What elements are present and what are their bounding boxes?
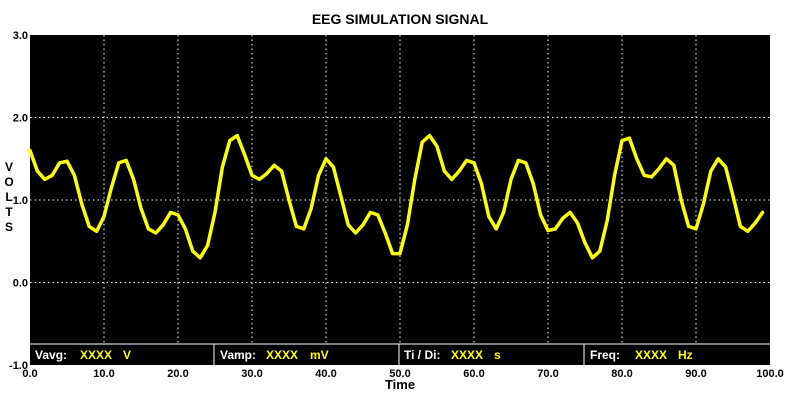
y-axis-label-letter: S	[5, 220, 13, 234]
x-axis-label: Time	[385, 377, 415, 392]
y-tick-label: 0.0	[13, 278, 28, 290]
x-tick-label: 20.0	[167, 368, 188, 380]
x-axis-ticks: 0.0 10.0 20.0 30.0 40.0 50.0 60.0 70.0 80.0 90.0 1…	[22, 368, 783, 380]
x-tick-label: 70.0	[537, 368, 558, 380]
vavg-label: Vavg:	[35, 348, 67, 362]
y-tick-label: -1.0	[9, 360, 28, 372]
freq-label: Freq:	[590, 348, 620, 362]
x-tick-label: 30.0	[241, 368, 262, 380]
freq-unit: Hz	[678, 348, 693, 362]
ti-di-label: Ti / Di:	[404, 348, 440, 362]
status-bar-background	[30, 344, 770, 365]
y-axis-label-letter: L	[5, 190, 12, 204]
x-tick-label: 80.0	[611, 368, 632, 380]
vavg-value: XXXX	[80, 348, 112, 362]
x-tick-label: 40.0	[315, 368, 336, 380]
vamp-unit: mV	[310, 348, 329, 362]
y-tick-label: 3.0	[13, 30, 28, 42]
y-axis-label-letter: V	[5, 160, 13, 174]
y-tick-label: 1.0	[13, 195, 28, 207]
y-axis-label-letter: T	[5, 205, 13, 219]
vamp-value: XXXX	[266, 348, 298, 362]
x-tick-label: 10.0	[93, 368, 114, 380]
y-tick-label: 2.0	[13, 113, 28, 125]
freq-value: XXXX	[635, 348, 667, 362]
ti-di-unit: s	[494, 348, 501, 362]
ti-di-value: XXXX	[451, 348, 483, 362]
y-axis-ticks: -1.0 0.0 1.0 2.0 3.0	[9, 30, 28, 372]
x-tick-label: 100.0	[756, 368, 784, 380]
vamp-label: Vamp:	[220, 348, 256, 362]
signal-series-line	[28, 133, 765, 260]
y-axis-label-letter: O	[4, 175, 13, 189]
x-tick-label: 0.0	[22, 368, 37, 380]
x-tick-label: 50.0	[389, 368, 410, 380]
x-tick-label: 60.0	[463, 368, 484, 380]
grid	[30, 35, 770, 365]
chart-title: EEG SIMULATION SIGNAL	[312, 11, 489, 27]
x-tick-label: 90.0	[685, 368, 706, 380]
status-bar: Vavg: XXXX V Vamp: XXXX mV Ti / Di: XXXX…	[30, 343, 770, 365]
vavg-unit: V	[123, 348, 131, 362]
